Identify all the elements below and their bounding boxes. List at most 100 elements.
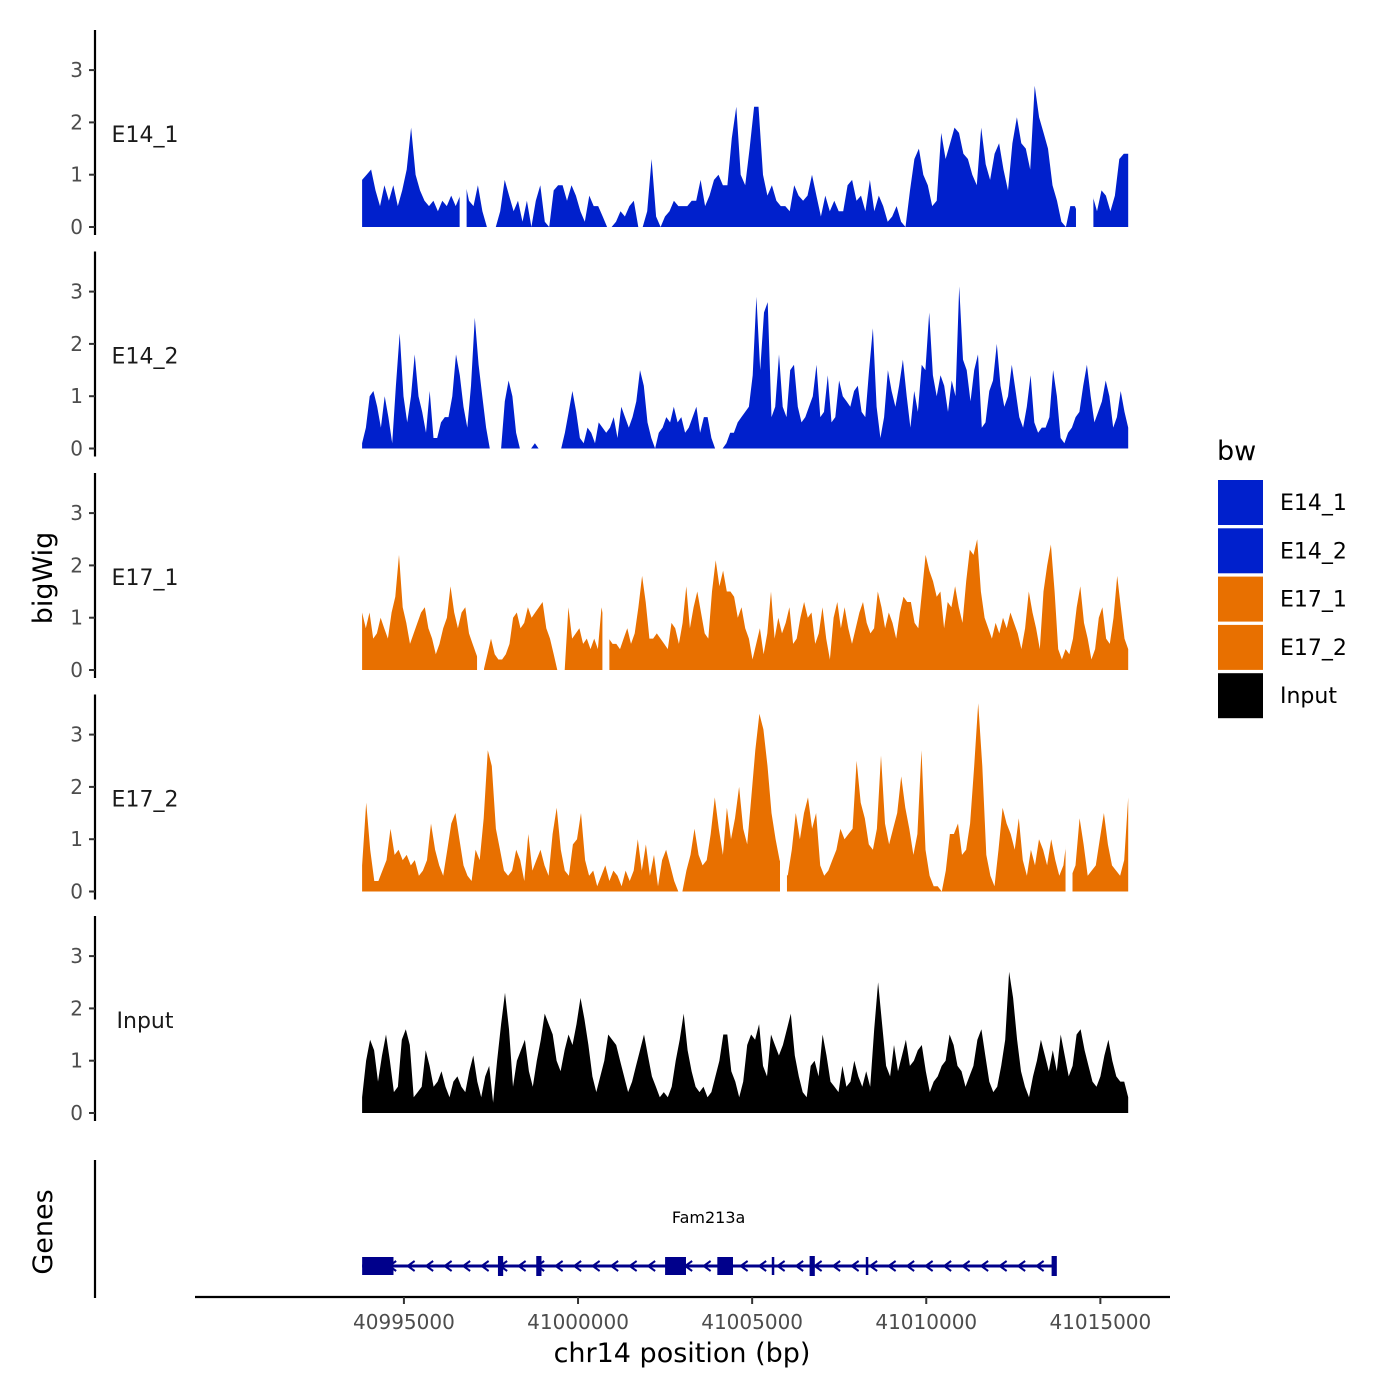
signal-area [362, 85, 1129, 227]
strand-arrow [405, 1260, 416, 1272]
legend-entry: E17_2 [1218, 624, 1347, 670]
strand-arrow [886, 1260, 897, 1272]
legend-entry: E17_1 [1218, 576, 1347, 622]
legend-swatch [1218, 673, 1263, 719]
legend-label: Input [1280, 684, 1337, 709]
track-label: E14_2 [112, 345, 179, 370]
y-tick-label: 0 [70, 658, 83, 682]
y-axis-title: bigWig [28, 532, 59, 625]
strand-arrow [997, 1260, 1008, 1272]
x-tick-label: 40995000 [353, 1310, 455, 1334]
gene-exon [362, 1257, 394, 1275]
y-tick-label: 2 [70, 332, 83, 356]
strand-arrow [1034, 1260, 1045, 1272]
x-tick-label: 41015000 [1049, 1310, 1151, 1334]
legend-swatch [1218, 480, 1263, 525]
x-axis-title: chr14 position (bp) [554, 1338, 811, 1369]
legend-label: E14_1 [1280, 491, 1347, 516]
legend-entry: Input [1218, 673, 1337, 719]
legend-title: bw [1217, 436, 1256, 467]
coverage-gap [477, 473, 485, 680]
legend-label: E14_2 [1280, 539, 1347, 564]
legend: bw E14_1 E14_2 E17_1 E17_2 Input [1217, 436, 1347, 719]
strand-arrow [609, 1260, 619, 1272]
coverage-gap [780, 694, 787, 902]
y-tick-label: 2 [70, 996, 83, 1020]
y-tick-label: 3 [70, 944, 83, 968]
strand-arrow [461, 1260, 471, 1272]
y-tick-label: 3 [70, 501, 83, 525]
x-tick-label: 41000000 [527, 1310, 629, 1334]
y-tick-label: 3 [70, 280, 83, 304]
strand-arrow [868, 1260, 878, 1272]
gene-exon [497, 1256, 504, 1276]
bigwig-tracks: 0 1 2 3 E14_1 0 1 2 3 E14_2 0 1 2 3 E17_1 0 1 2 3 E17_2 0 1 2 3… [70, 30, 1129, 1125]
legend-label: E17_2 [1280, 636, 1347, 661]
y-tick-label: 3 [70, 58, 83, 82]
y-tick-label: 2 [70, 775, 83, 799]
strand-arrow [775, 1260, 786, 1272]
coverage-gap [602, 473, 610, 680]
gene-exon [1051, 1256, 1057, 1276]
strand-arrow [553, 1260, 564, 1272]
strand-arrow [979, 1260, 989, 1272]
y-tick-label: 1 [70, 827, 83, 851]
y-tick-label: 2 [70, 110, 83, 134]
track-label: Input [117, 1009, 174, 1034]
coverage-gap [459, 30, 467, 237]
strand-arrow [627, 1260, 638, 1272]
track-label: E17_2 [112, 788, 179, 813]
strand-arrow [923, 1260, 934, 1272]
y-tick-label: 0 [70, 880, 83, 904]
legend-label: E17_1 [1280, 588, 1347, 613]
signal-area [362, 971, 1129, 1113]
strand-arrow [516, 1260, 527, 1272]
strand-arrow [831, 1260, 841, 1272]
track-e17-2: 0 1 2 3 E17_2 [70, 694, 1129, 904]
gene-track: Fam213a [93, 1160, 1057, 1298]
legend-entry: E14_1 [1218, 480, 1347, 525]
y-tick-label: 1 [70, 384, 83, 408]
track-label: E17_1 [112, 566, 179, 591]
strand-arrow [590, 1260, 601, 1272]
gene-name-label: Fam213a [672, 1208, 745, 1227]
signal-area [362, 286, 1129, 449]
signal-area [362, 539, 1129, 670]
strand-arrow [794, 1260, 804, 1272]
legend-entry: E14_2 [1218, 528, 1347, 574]
strand-arrow [942, 1260, 952, 1272]
gene-fam213a: Fam213a [362, 1208, 1057, 1276]
gene-exon [717, 1257, 733, 1275]
legend-swatch [1218, 624, 1263, 670]
y-tick-label: 0 [70, 215, 83, 239]
legend-swatch [1218, 528, 1263, 574]
coverage-gap [1065, 694, 1073, 902]
strand-arrow [738, 1260, 749, 1272]
strand-arrow [701, 1260, 712, 1272]
x-axis: 40995000 41000000 41005000 41010000 41015000 [195, 1295, 1170, 1334]
track-label: E14_1 [112, 123, 179, 148]
gene-exon [809, 1256, 815, 1276]
x-tick-label: 41010000 [875, 1310, 977, 1334]
y-tick-label: 1 [70, 606, 83, 630]
genes-axis-title: Genes [28, 1189, 59, 1274]
strand-arrow [479, 1260, 490, 1272]
track-e14-1: 0 1 2 3 E14_1 [70, 30, 1129, 239]
strand-arrow [1016, 1260, 1026, 1272]
y-tick-label: 3 [70, 723, 83, 747]
strand-arrow [424, 1260, 434, 1272]
strand-arrow [757, 1260, 767, 1272]
strand-arrow [572, 1260, 582, 1272]
legend-swatch [1218, 576, 1263, 622]
strand-arrow [442, 1260, 453, 1272]
track-e17-1: 0 1 2 3 E17_1 [70, 473, 1129, 682]
gene-exon [665, 1257, 686, 1275]
strand-arrow [849, 1260, 860, 1272]
track-e14-2: 0 1 2 3 E14_2 [70, 251, 1129, 461]
gene-exon [536, 1256, 542, 1276]
strand-arrow [960, 1260, 971, 1272]
y-tick-label: 0 [70, 437, 83, 461]
y-tick-label: 2 [70, 553, 83, 577]
signal-area [362, 703, 1129, 892]
